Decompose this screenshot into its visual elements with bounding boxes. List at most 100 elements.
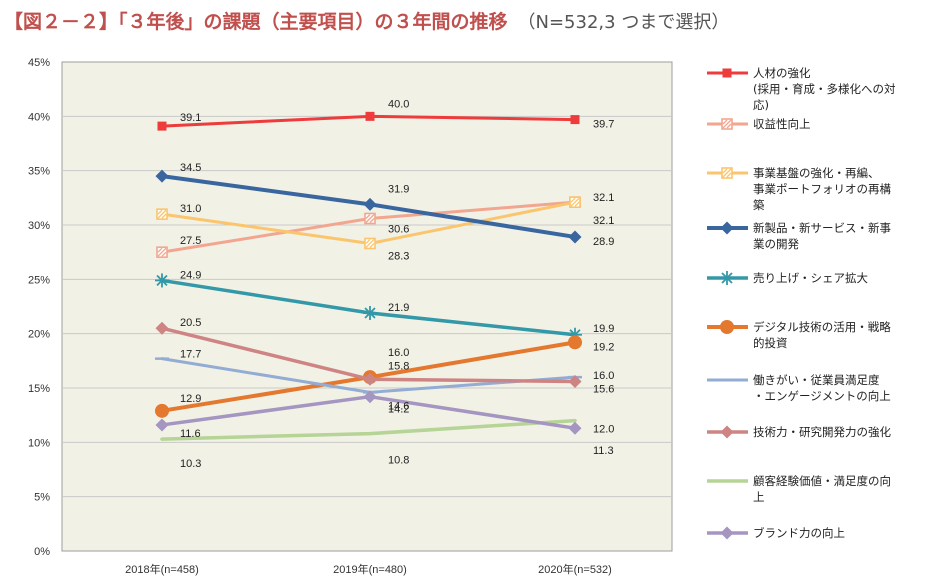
data-label: 14.2: [388, 404, 409, 416]
series-line: [160, 418, 577, 441]
series-marker: [365, 111, 375, 121]
legend-label: ブランド力の向上: [753, 526, 845, 540]
data-label: 14.6: [388, 400, 409, 412]
data-label: 39.7: [593, 119, 614, 131]
data-label: 11.3: [593, 445, 614, 457]
data-label: 12.0: [593, 424, 614, 436]
y-tick-label: 30%: [28, 220, 50, 232]
data-label: 17.7: [180, 349, 201, 361]
legend-item: デジタル技術の活用・戦略的投資: [707, 320, 891, 350]
data-label: 34.5: [180, 162, 201, 174]
series-marker: [157, 121, 167, 131]
series-marker: [364, 237, 376, 250]
x-axis: 2018年(n=458) 2019年(n=480) 2020年(n=532): [125, 562, 612, 576]
series-marker: [155, 169, 169, 183]
data-label: 31.9: [388, 183, 409, 195]
data-label: 21.9: [388, 302, 409, 314]
data-label: 40.0: [388, 98, 409, 110]
legend-label: デジタル技術の活用・戦略的投資: [753, 320, 891, 350]
series-marker: [720, 271, 734, 285]
data-label: 15.6: [593, 383, 614, 395]
series-marker: [722, 68, 732, 78]
data-label: 30.6: [388, 223, 409, 235]
legend-label: 売り上げ・シェア拡大: [753, 271, 868, 285]
legend-label: 事業基盤の強化・再編、事業ポートフォリオの再構築: [753, 166, 891, 212]
y-tick-label: 10%: [28, 437, 50, 449]
series-marker: [155, 418, 169, 432]
series-marker: [720, 425, 734, 439]
data-label: 24.9: [180, 269, 201, 281]
series-marker: [155, 321, 169, 335]
plot-area: [61, 61, 673, 552]
data-label: 16.0: [593, 370, 614, 382]
legend-item: 働きがい・従業員満足度・エンゲージメントの向上: [707, 373, 891, 403]
data-label: 19.2: [593, 341, 614, 353]
data-label: 27.5: [180, 235, 201, 247]
data-label: 11.6: [180, 428, 201, 440]
data-label: 31.0: [180, 203, 201, 215]
data-label: 28.9: [593, 236, 614, 248]
legend-label: 人材の強化(採用・育成・多様化への対応): [753, 66, 896, 112]
chart-title-main: 【図２－２】「３年後」の課題（主要項目）の３年間の推移: [4, 11, 508, 33]
legend-item: ブランド力の向上: [707, 526, 845, 540]
series-marker: [363, 197, 377, 211]
series-marker: [155, 273, 169, 288]
series-marker: [721, 167, 733, 179]
series-marker: [364, 212, 376, 225]
data-label: 32.1: [593, 215, 614, 227]
data-label: 20.5: [180, 317, 201, 329]
data-label: 28.3: [388, 250, 409, 262]
series-marker: [568, 335, 582, 350]
data-label: 16.0: [388, 347, 409, 359]
y-tick-label: 25%: [28, 274, 50, 286]
legend-item: 売り上げ・シェア拡大: [707, 271, 868, 285]
series-marker: [568, 230, 582, 244]
legend: 人材の強化(採用・育成・多様化への対応) 収益性向上事業基盤の強化・再編、事業ポー…: [707, 66, 896, 540]
legend-label: 働きがい・従業員満足度・エンゲージメントの向上: [753, 373, 891, 403]
legend-item: 収益性向上: [707, 117, 811, 131]
legend-item: 顧客経験価値・満足度の向上: [707, 474, 891, 504]
y-tick-label: 0%: [34, 546, 50, 558]
series-marker: [155, 403, 169, 418]
y-tick-label: 35%: [28, 166, 50, 178]
series-marker: [570, 115, 580, 125]
legend-label: 顧客経験価値・満足度の向上: [753, 474, 891, 504]
data-label: 12.9: [180, 393, 201, 405]
gridlines: [62, 115, 672, 498]
series-marker: [720, 526, 734, 540]
legend-label: 新製品・新サービス・新事業の開発: [753, 221, 891, 251]
data-label: 39.1: [180, 112, 201, 124]
y-tick-label: 45%: [28, 57, 50, 69]
series-marker: [568, 374, 582, 388]
data-label: 19.9: [593, 323, 614, 335]
series-marker: [720, 320, 734, 334]
series-marker: [363, 372, 377, 386]
data-label: 32.1: [593, 192, 614, 204]
chart-title-sub: （N=532,3 つまで選択）: [517, 12, 730, 33]
legend-item: 技術力・研究開発力の強化: [707, 425, 891, 439]
legend-item: 新製品・新サービス・新事業の開発: [707, 221, 891, 251]
legend-label: 収益性向上: [753, 117, 811, 131]
legend-label: 技術力・研究開発力の強化: [753, 425, 891, 439]
legend-item: 人材の強化(採用・育成・多様化への対応): [707, 66, 896, 112]
series-marker: [720, 221, 734, 235]
data-labels: 39.1 40.0 39.7 27.5 30.6 32.1 31.0 28.3 32.1 34.5…: [180, 98, 614, 470]
data-label: 15.8: [388, 360, 409, 372]
y-tick-label: 20%: [28, 329, 50, 341]
data-label: 10.8: [388, 455, 409, 467]
y-axis: 0% 5% 10% 15% 20% 25% 30% 35% 40% 45%: [28, 57, 50, 558]
series-marker: [569, 196, 581, 208]
series-marker: [363, 390, 377, 404]
y-tick-label: 15%: [28, 383, 50, 395]
data-label: 10.3: [180, 458, 201, 470]
legend-item: 事業基盤の強化・再編、事業ポートフォリオの再構築: [707, 166, 891, 212]
y-tick-label: 40%: [28, 111, 50, 123]
x-tick-label: 2020年(n=532): [538, 562, 612, 576]
series-marker: [156, 208, 168, 220]
series-group: [155, 111, 582, 441]
series-marker: [568, 421, 582, 435]
series-marker: [721, 118, 733, 130]
chart-title: 【図２－２】「３年後」の課題（主要項目）の３年間の推移 （N=532,3 つまで選…: [4, 2, 936, 42]
series-marker: [363, 306, 377, 321]
